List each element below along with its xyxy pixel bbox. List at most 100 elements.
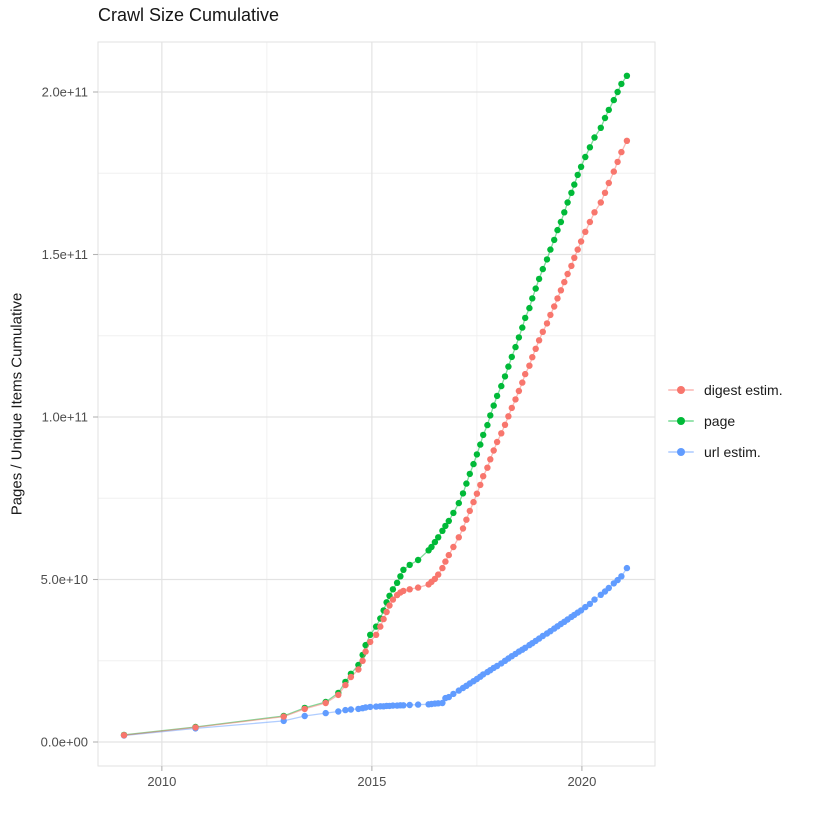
legend-item-url-estim: url estim. [668, 441, 783, 462]
x-tick-labels: 2010 2015 2020 [147, 774, 596, 789]
svg-text:2010: 2010 [147, 774, 176, 789]
data-point [455, 534, 462, 541]
data-point [377, 623, 384, 630]
data-point [192, 724, 199, 731]
data-point [561, 278, 568, 286]
data-point [522, 314, 529, 322]
data-point [605, 106, 612, 114]
svg-text:2015: 2015 [357, 774, 386, 789]
data-point [367, 638, 374, 646]
data-point [512, 343, 519, 351]
data-point [547, 246, 554, 253]
data-point [477, 481, 484, 489]
data-point [601, 189, 609, 196]
svg-text:2.0e+11: 2.0e+11 [42, 85, 88, 100]
data-point [342, 706, 349, 714]
data-point [532, 285, 539, 292]
data-point [480, 473, 487, 480]
gridlines [97, 41, 656, 767]
data-point [470, 498, 477, 506]
data-point [515, 387, 523, 395]
data-point [512, 396, 519, 403]
data-point [618, 573, 625, 580]
data-point [455, 499, 462, 507]
data-point [397, 573, 404, 580]
legend-label: digest estim. [704, 381, 783, 398]
data-point [406, 561, 413, 569]
data-point [400, 587, 407, 595]
svg-text:1.0e+11: 1.0e+11 [42, 410, 88, 425]
data-point [557, 287, 565, 294]
data-point [574, 246, 581, 253]
series-page [120, 72, 631, 739]
data-point [586, 144, 594, 151]
data-point [335, 708, 342, 715]
data-point [574, 171, 581, 179]
data-point [450, 543, 457, 551]
data-point [618, 148, 625, 156]
data-point [450, 509, 457, 517]
data-point [498, 382, 505, 390]
data-point [473, 451, 481, 458]
data-point [591, 209, 598, 216]
data-point [597, 124, 604, 131]
data-point [362, 648, 369, 655]
data-point [414, 556, 422, 564]
data-point [498, 430, 505, 437]
data-point [393, 579, 401, 586]
data-point [280, 713, 287, 720]
data-point [561, 209, 568, 216]
data-point [445, 551, 452, 559]
data-point [367, 703, 374, 711]
data-point [610, 168, 617, 175]
data-point [406, 701, 413, 709]
data-point [529, 354, 536, 361]
data-point [582, 228, 589, 235]
data-point [610, 96, 617, 104]
data-point [120, 732, 128, 739]
data-point [466, 507, 473, 515]
y-tick-labels: 0.0e+00 5.0e+10 1.0e+11 1.5e+11 2.0e+11 [41, 85, 88, 750]
data-point [551, 236, 558, 244]
data-point [450, 690, 457, 698]
data-point [535, 337, 543, 344]
data-point [477, 441, 484, 448]
data-point [383, 608, 390, 616]
data-point [571, 254, 578, 261]
data-point [322, 699, 329, 707]
data-point [614, 158, 621, 166]
data-point [605, 179, 612, 187]
data-point [582, 603, 589, 611]
data-point [322, 709, 329, 717]
legend-key-icon [668, 412, 694, 430]
data-point [367, 631, 374, 638]
data-point [554, 295, 561, 302]
data-point [519, 324, 526, 331]
data-point [442, 558, 449, 565]
data-point [586, 218, 594, 226]
data-point [522, 370, 529, 378]
data-point [435, 534, 442, 541]
data-point [484, 421, 491, 429]
data-point [571, 181, 578, 188]
data-point [400, 566, 407, 573]
data-point [459, 490, 467, 497]
data-point [554, 226, 561, 234]
data-point [618, 80, 625, 88]
data-point [359, 657, 366, 664]
data-point [484, 464, 491, 471]
data-point [505, 363, 512, 370]
data-point [551, 303, 558, 310]
data-point [623, 564, 631, 572]
data-point [459, 525, 467, 532]
data-point [431, 538, 439, 546]
data-point [591, 134, 598, 141]
chart-title: Crawl Size Cumulative [98, 5, 280, 25]
data-point [543, 256, 551, 263]
data-point [505, 413, 512, 420]
data-point [490, 402, 497, 409]
data-point [347, 706, 355, 713]
legend: digest estim. page url estim. [668, 379, 783, 472]
